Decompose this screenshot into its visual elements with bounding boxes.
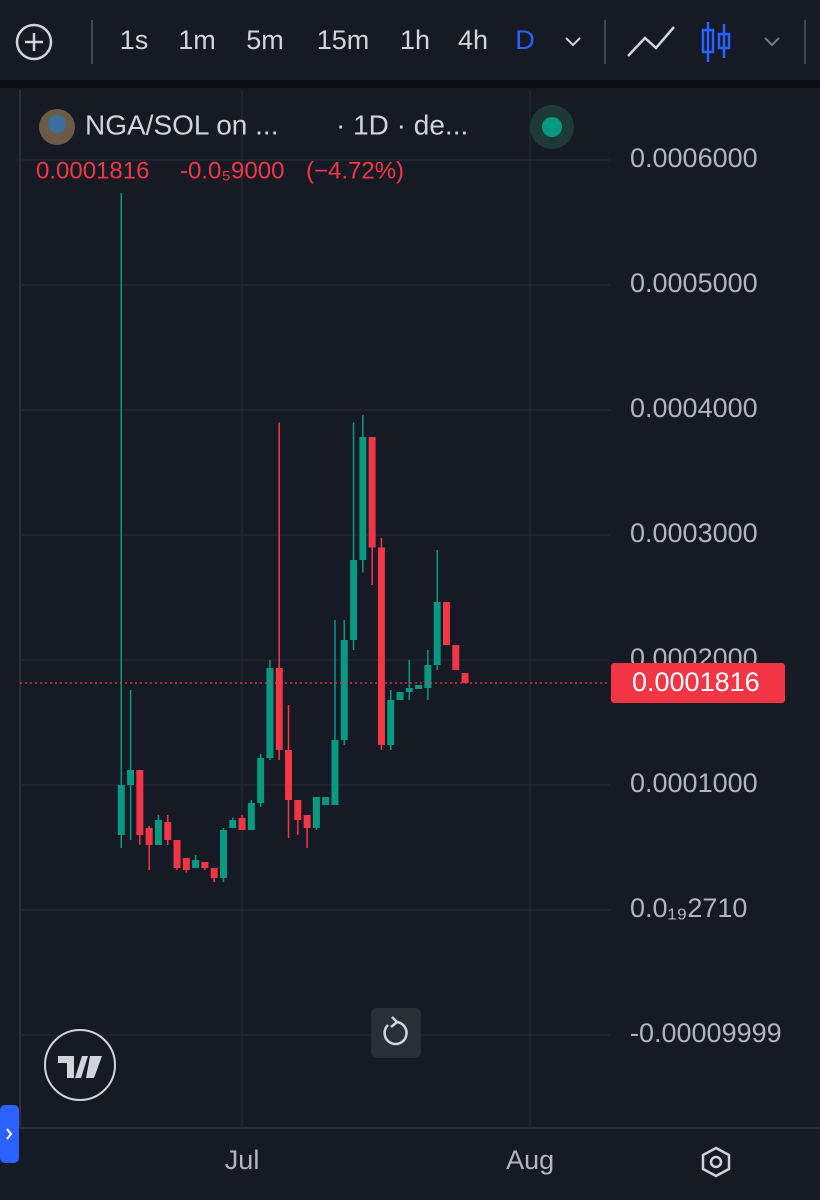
last-price-tag-label: 0.0001816 [632,667,760,697]
price-change-percent: (−4.72%) [306,157,404,184]
x-tick-label: Jul [225,1145,260,1175]
candle-body [303,815,311,828]
candle-body [452,645,460,670]
candle-body [117,785,125,835]
line-style-button[interactable] [627,26,675,57]
settings-button[interactable] [701,1146,731,1178]
candle-body [238,818,246,830]
candle-body [387,700,395,745]
toolbar-divider [0,80,820,88]
candle-body [424,665,432,688]
candle-body [285,750,293,800]
y-tick-label: 0.0004000 [630,393,758,423]
candle-body [340,640,348,740]
candle-body [433,602,441,665]
candle-body [182,858,190,870]
interval-button[interactable]: 1h [400,25,430,55]
candle-body [154,820,162,845]
candle-body [331,740,339,805]
interval-button[interactable]: 15m [317,25,370,55]
candle-body [368,437,376,548]
candle-body [442,602,450,645]
candle-body [294,800,302,820]
candle-body [415,685,423,689]
candle-body [127,770,135,785]
candle-body [396,692,404,700]
candle-body [210,868,218,878]
add-button[interactable] [15,23,53,61]
price-change: -0.0₅9000 [180,157,284,184]
symbol-subtitle: · 1D · de... [336,109,468,140]
candle-body [377,547,385,745]
interval-button[interactable]: 5m [246,25,284,55]
style-menu[interactable] [764,37,780,47]
candle-body [145,828,153,845]
side-tab[interactable] [0,1105,19,1163]
interval-menu[interactable] [565,37,581,47]
candle-body [350,560,358,640]
y-tick-label: 0.0006000 [630,143,758,173]
tradingview-logo [44,1029,116,1101]
candle-body [192,860,200,868]
candle-body [164,822,172,840]
status-dot [542,117,562,137]
candle-body [201,862,209,868]
x-tick-label: Aug [506,1145,554,1175]
y-tick-label: 0.0₁₉2710 [630,893,747,923]
candle-body [312,797,320,828]
candle-body [257,758,265,803]
reset-button[interactable] [371,1008,421,1058]
last-price: 0.0001816 [36,157,149,184]
interval-button[interactable]: D [515,25,535,55]
candle-style-button[interactable] [701,22,731,62]
y-tick-label: 0.0003000 [630,518,758,548]
candle-body [136,770,144,835]
candle-body [219,830,227,878]
y-tick-label: 0.0005000 [630,268,758,298]
candle-body [405,688,413,692]
candle-body [247,803,255,830]
candle-body [461,673,469,683]
last-price-tag [611,663,785,703]
y-tick-label: -0.00009999 [630,1018,782,1048]
y-tick-label: 0.0001000 [630,768,758,798]
symbol-icon [39,109,75,145]
interval-button[interactable]: 1s [120,25,149,55]
interval-button[interactable]: 4h [458,25,488,55]
candle-body [322,797,330,805]
candle-body [275,668,283,750]
toolbar [0,0,820,80]
candle-body [359,437,367,560]
symbol-title: NGA/SOL on ... [85,109,278,140]
interval-button[interactable]: 1m [178,25,216,55]
candle-body [173,840,181,868]
candle-body [266,668,274,758]
candle-body [229,820,237,828]
